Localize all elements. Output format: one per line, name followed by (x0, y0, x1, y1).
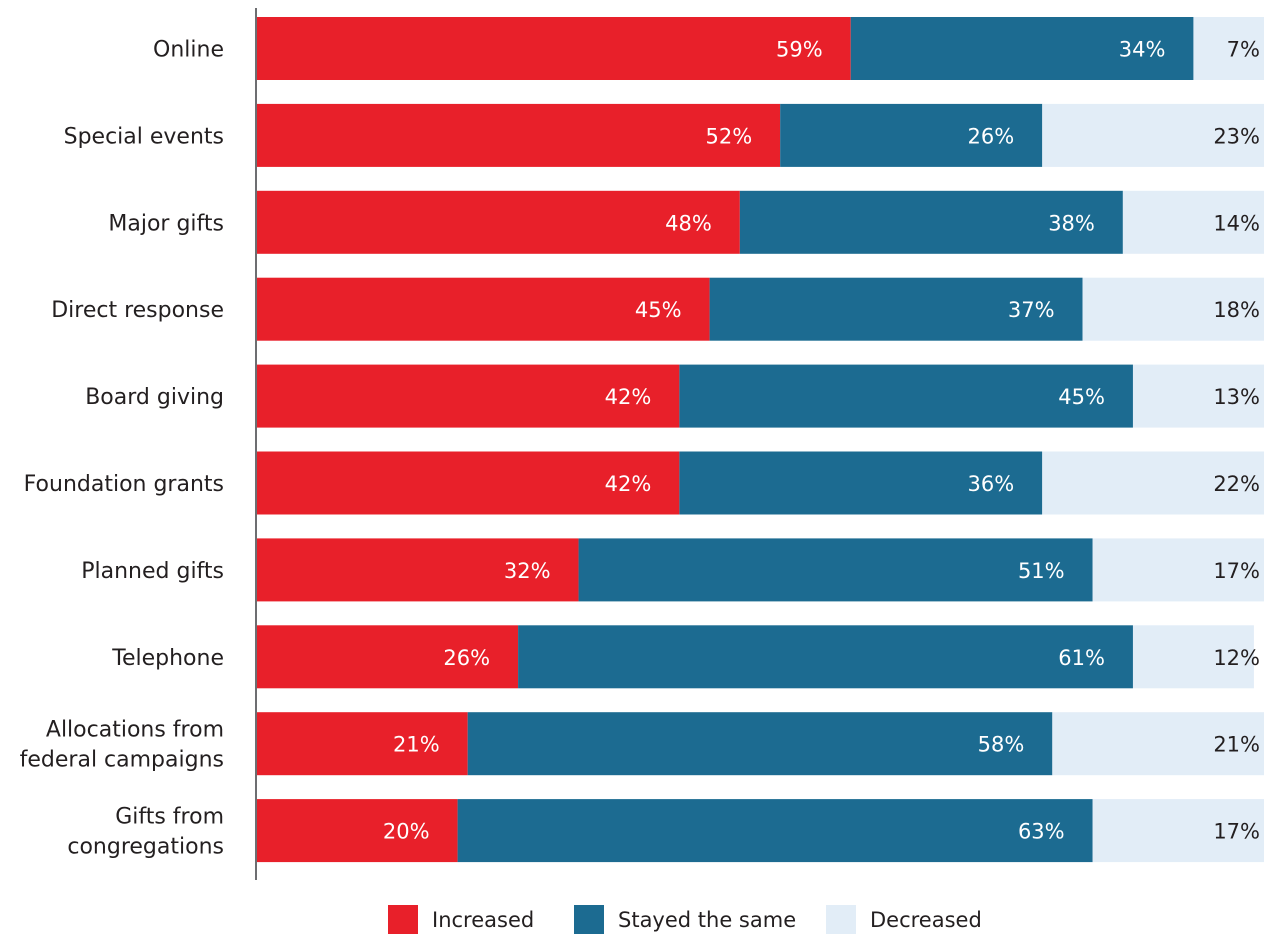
bar-segment (256, 277, 710, 341)
bar-segment (518, 625, 1133, 689)
legend-label: Increased (432, 908, 534, 932)
data-label: 20% (383, 820, 430, 844)
data-label: 36% (968, 472, 1015, 496)
data-label: 59% (776, 38, 823, 62)
data-label: 45% (635, 298, 682, 322)
category-label-line: congregations (67, 835, 224, 860)
data-label: 26% (968, 124, 1015, 148)
bar-segment (679, 364, 1133, 428)
bar-segment (1082, 277, 1264, 341)
data-label: 12% (1213, 646, 1260, 670)
category-label: Planned gifts (81, 559, 224, 584)
data-label: 34% (1119, 38, 1166, 62)
bar-segment (1132, 364, 1264, 428)
data-label: 7% (1227, 38, 1260, 62)
bar-segment (1122, 190, 1264, 254)
bar-segment (256, 451, 680, 515)
category-label: Direct response (51, 298, 224, 323)
category-label-line: Major gifts (108, 211, 224, 236)
legend-swatch (388, 905, 418, 934)
bar-segment (1042, 451, 1264, 515)
legend: Increased Stayed the same Decreased (388, 905, 982, 934)
bar-segment (256, 625, 519, 689)
category-labels: Online Special events Major gifts Direct re… (20, 38, 224, 860)
bar-segment (780, 103, 1043, 167)
data-label: 17% (1213, 559, 1260, 583)
data-label: 14% (1213, 211, 1260, 235)
bar-segment (1132, 625, 1254, 689)
category-label-line: Special events (64, 124, 224, 149)
bar-segment (709, 277, 1083, 341)
category-label-line: Gifts from (115, 805, 224, 830)
bar-segment (256, 538, 579, 602)
bar-segment (1092, 799, 1264, 863)
data-label: 17% (1213, 820, 1260, 844)
data-label: 63% (1018, 820, 1065, 844)
bar-segment (256, 712, 468, 776)
data-label: 58% (978, 733, 1025, 757)
category-label-line: Telephone (111, 646, 224, 671)
data-label: 23% (1213, 124, 1260, 148)
bar-segment (256, 799, 458, 863)
bar-segment (1052, 712, 1264, 776)
bar-segment (739, 190, 1123, 254)
data-label: 13% (1213, 385, 1260, 409)
data-label: 22% (1213, 472, 1260, 496)
bar-segment (457, 799, 1093, 863)
bar-segment (679, 451, 1043, 515)
data-label: 45% (1058, 385, 1105, 409)
category-label-line: Planned gifts (81, 559, 224, 584)
category-label-line: Board giving (85, 385, 224, 410)
data-label: 51% (1018, 559, 1065, 583)
legend-label: Stayed the same (618, 908, 796, 932)
data-label: 42% (605, 472, 652, 496)
bar-segment (1193, 17, 1264, 80)
data-label: 21% (393, 733, 440, 757)
category-label: Foundation grants (24, 472, 224, 497)
bar-segment (850, 17, 1194, 80)
data-label: 26% (443, 646, 490, 670)
bar-segment (256, 103, 781, 167)
category-label-line: Allocations from (46, 718, 224, 743)
bar-segment (256, 190, 740, 254)
data-label: 52% (705, 124, 752, 148)
category-label: Board giving (85, 385, 224, 410)
legend-swatch (574, 905, 604, 934)
data-label: 48% (665, 211, 712, 235)
legend-label: Decreased (870, 908, 982, 932)
bar-segment (1042, 103, 1264, 167)
data-label: 37% (1008, 298, 1055, 322)
category-label-line: Online (153, 38, 224, 63)
bar-segment (1092, 538, 1264, 602)
category-label: Allocations from federal campaigns (20, 718, 224, 773)
category-label: Major gifts (108, 211, 224, 236)
data-label: 38% (1048, 211, 1095, 235)
category-label: Gifts from congregations (67, 805, 224, 860)
bar-segment (578, 538, 1093, 602)
category-label-line: federal campaigns (20, 748, 224, 773)
category-label-line: Foundation grants (24, 472, 224, 497)
category-label: Telephone (111, 646, 224, 671)
bar-segment (467, 712, 1053, 776)
data-label: 42% (605, 385, 652, 409)
bar-segment (256, 364, 680, 428)
bar-segment (256, 17, 851, 80)
category-label: Special events (64, 124, 224, 149)
data-label: 61% (1058, 646, 1105, 670)
data-label: 18% (1213, 298, 1260, 322)
legend-swatch (826, 905, 856, 934)
category-label: Online (153, 38, 224, 63)
bars-layer: 59% 34% 7% 52% 26% 23% 48% 38% 14% 45% 37% 18% 42% 45… (256, 17, 1264, 863)
category-label-line: Direct response (51, 298, 224, 323)
data-label: 32% (504, 559, 551, 583)
data-label: 21% (1213, 733, 1260, 757)
